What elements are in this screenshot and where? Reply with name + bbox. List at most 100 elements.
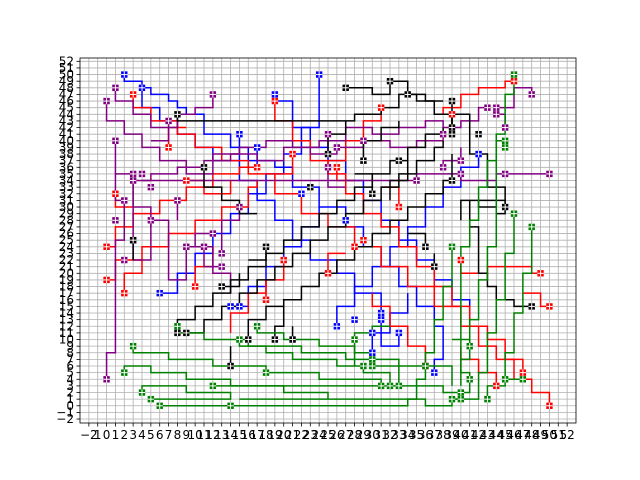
y-tick-label: 47	[59, 87, 74, 101]
marker	[245, 336, 252, 343]
marker	[227, 362, 234, 370]
marker	[457, 256, 465, 264]
marker	[112, 190, 119, 197]
series-path	[132, 173, 222, 281]
y-tick-label: 44	[59, 107, 74, 121]
x-tick-label: 51	[551, 428, 566, 442]
series-path	[114, 87, 214, 129]
series-path	[336, 154, 480, 327]
series-path	[212, 385, 461, 394]
series-path	[354, 173, 374, 194]
y-tick-label: 22	[59, 253, 74, 267]
marker	[129, 91, 137, 98]
series-path	[176, 127, 444, 333]
marker	[377, 316, 385, 323]
marker	[174, 111, 181, 118]
y-tick-label: 37	[59, 154, 74, 168]
marker	[121, 256, 128, 264]
x-tick-label: 26	[329, 428, 344, 442]
marker	[209, 91, 217, 98]
y-tick-label: 33	[59, 180, 74, 194]
y-tick-label: 34	[59, 174, 74, 188]
series-path	[186, 232, 213, 248]
marker	[457, 170, 465, 178]
marker	[147, 183, 155, 191]
marker	[209, 382, 217, 390]
series-path	[327, 252, 346, 274]
x-tick-label: 40	[453, 428, 468, 442]
y-tick-label: 21	[59, 260, 74, 274]
marker	[395, 157, 403, 164]
marker	[546, 303, 553, 310]
marker	[528, 91, 535, 98]
x-tick-label: 11	[196, 428, 211, 442]
marker	[333, 144, 341, 151]
marker	[129, 236, 137, 244]
y-tick-label: 12	[59, 319, 74, 333]
series-path	[468, 200, 532, 308]
y-tick-label: 27	[59, 220, 74, 234]
x-tick-label: 32	[382, 428, 397, 442]
marker	[147, 217, 155, 224]
marker	[528, 303, 535, 310]
marker	[262, 369, 270, 376]
x-tick-label: 6	[156, 428, 164, 442]
x-tick-label: −2	[80, 428, 98, 442]
marker	[236, 336, 243, 343]
marker	[324, 150, 332, 158]
marker	[351, 336, 358, 343]
series-path	[274, 101, 524, 373]
marker	[174, 323, 181, 330]
x-tick-label: 52	[560, 428, 575, 442]
x-tick-label: 31	[374, 428, 389, 442]
marker	[138, 84, 146, 92]
marker	[342, 84, 349, 92]
marker	[298, 190, 305, 197]
series-path	[132, 180, 152, 227]
series-path	[141, 385, 232, 400]
x-tick-label: 16	[241, 428, 256, 442]
x-tick-label: 37	[427, 428, 442, 442]
marker	[519, 369, 527, 376]
x-tick-label: 25	[320, 428, 335, 442]
marker	[431, 263, 438, 270]
marker	[129, 342, 137, 350]
marker	[129, 170, 137, 178]
series-path	[176, 326, 453, 386]
y-tick-label: 36	[59, 160, 74, 174]
y-tick-label: 26	[59, 227, 74, 241]
marker	[253, 164, 261, 171]
marker	[546, 402, 553, 409]
x-tick-label: 33	[391, 428, 406, 442]
marker	[280, 256, 287, 264]
series-path	[362, 120, 400, 161]
y-tick-label: 29	[59, 207, 74, 221]
y-tick-label: 19	[59, 273, 74, 287]
series-path	[327, 120, 347, 155]
marker	[200, 243, 208, 250]
marker	[439, 164, 447, 171]
x-tick-label: 17	[250, 428, 265, 442]
x-tick-label: 3	[129, 428, 137, 442]
marker	[324, 130, 332, 138]
marker	[360, 137, 367, 145]
y-tick-label: 46	[59, 94, 74, 108]
marker	[448, 395, 456, 403]
x-tick-label: 1	[112, 428, 120, 442]
marker	[103, 276, 110, 284]
series-path	[150, 120, 170, 142]
y-tick-label: 7	[66, 352, 74, 366]
marker	[369, 329, 376, 337]
marker	[253, 144, 261, 151]
marker	[466, 376, 473, 383]
series-path	[371, 293, 427, 367]
series-path	[221, 273, 241, 288]
y-tick-label: 48	[59, 81, 74, 95]
marker	[289, 336, 296, 343]
marker	[121, 289, 128, 297]
series-2-markers	[103, 84, 553, 383]
plot-markers	[103, 71, 553, 409]
series-path	[105, 173, 126, 380]
marker	[377, 309, 385, 317]
y-tick-label: 42	[59, 121, 74, 135]
